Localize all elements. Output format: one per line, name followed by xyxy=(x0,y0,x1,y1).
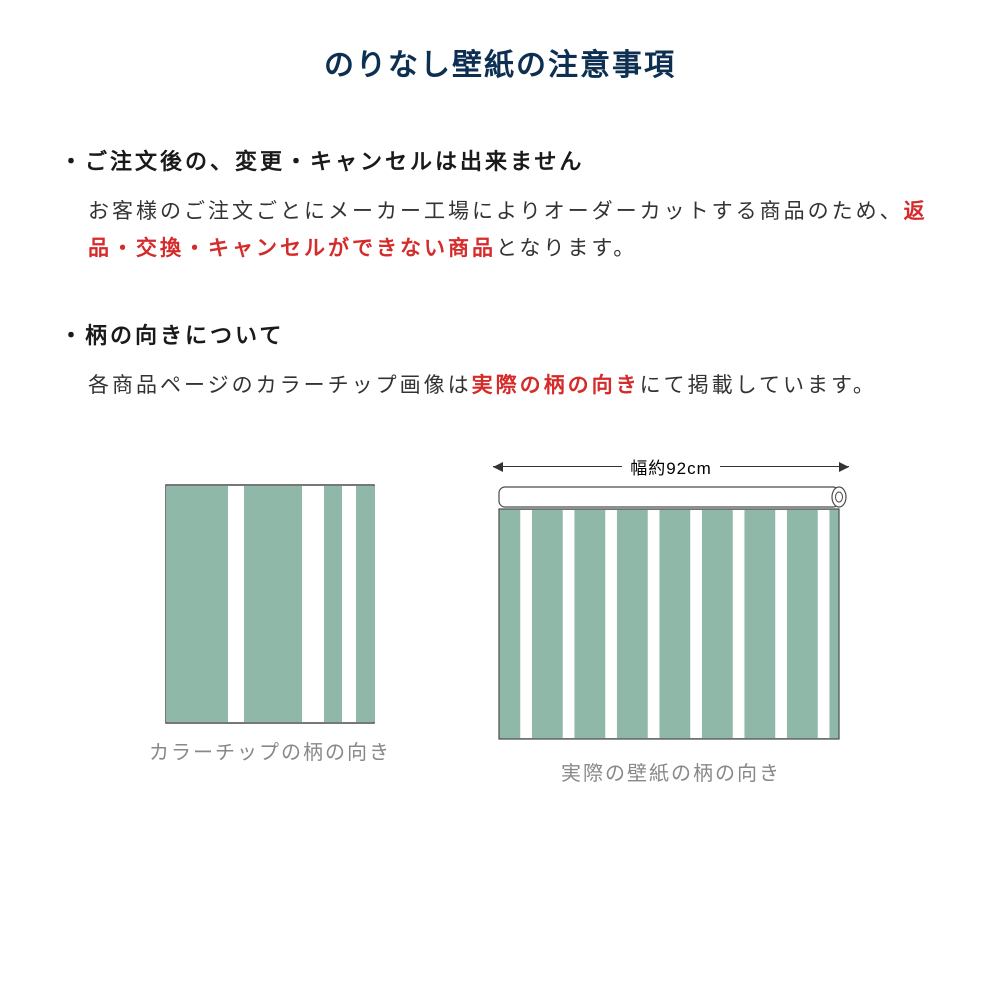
section-2: ・柄の向きについて 各商品ページのカラーチップ画像は実際の柄の向きにて掲載してい… xyxy=(60,318,940,405)
section-1-heading: ・ご注文後の、変更・キャンセルは出来ません xyxy=(60,144,940,176)
roll-caption: 実際の壁紙の柄の向き xyxy=(561,757,781,786)
section-1: ・ご注文後の、変更・キャンセルは出来ません お客様のご注文ごとにメーカー工場によ… xyxy=(60,144,940,268)
section-1-body-post: となります。 xyxy=(496,237,637,260)
chip-illustration xyxy=(165,484,375,724)
page-title: のりなし壁紙の注意事項 xyxy=(60,40,940,84)
chip-caption: カラーチップの柄の向き xyxy=(149,736,391,765)
roll-illustration xyxy=(491,485,851,745)
diagram-chip: カラーチップの柄の向き xyxy=(149,484,391,786)
diagrams-row: カラーチップの柄の向き 幅約92cm 実際の壁紙の柄の向き xyxy=(60,454,940,786)
diagram-roll: 幅約92cm 実際の壁紙の柄の向き xyxy=(491,454,851,786)
section-2-body-pre: 各商品ページのカラーチップ画像は xyxy=(88,374,472,397)
section-1-body-pre: お客様のご注文ごとにメーカー工場によりオーダーカットする商品のため、 xyxy=(88,200,904,223)
arrow-right-icon xyxy=(720,466,849,467)
arrow-left-icon xyxy=(493,466,622,467)
section-2-body-red: 実際の柄の向き xyxy=(472,374,640,397)
section-2-body-post: にて掲載しています。 xyxy=(640,374,877,397)
width-label: 幅約92cm xyxy=(630,454,712,479)
section-1-body: お客様のご注文ごとにメーカー工場によりオーダーカットする商品のため、返品・交換・… xyxy=(88,194,940,268)
width-indicator: 幅約92cm xyxy=(493,454,849,479)
section-2-heading: ・柄の向きについて xyxy=(60,318,940,350)
section-2-body: 各商品ページのカラーチップ画像は実際の柄の向きにて掲載しています。 xyxy=(88,368,940,405)
